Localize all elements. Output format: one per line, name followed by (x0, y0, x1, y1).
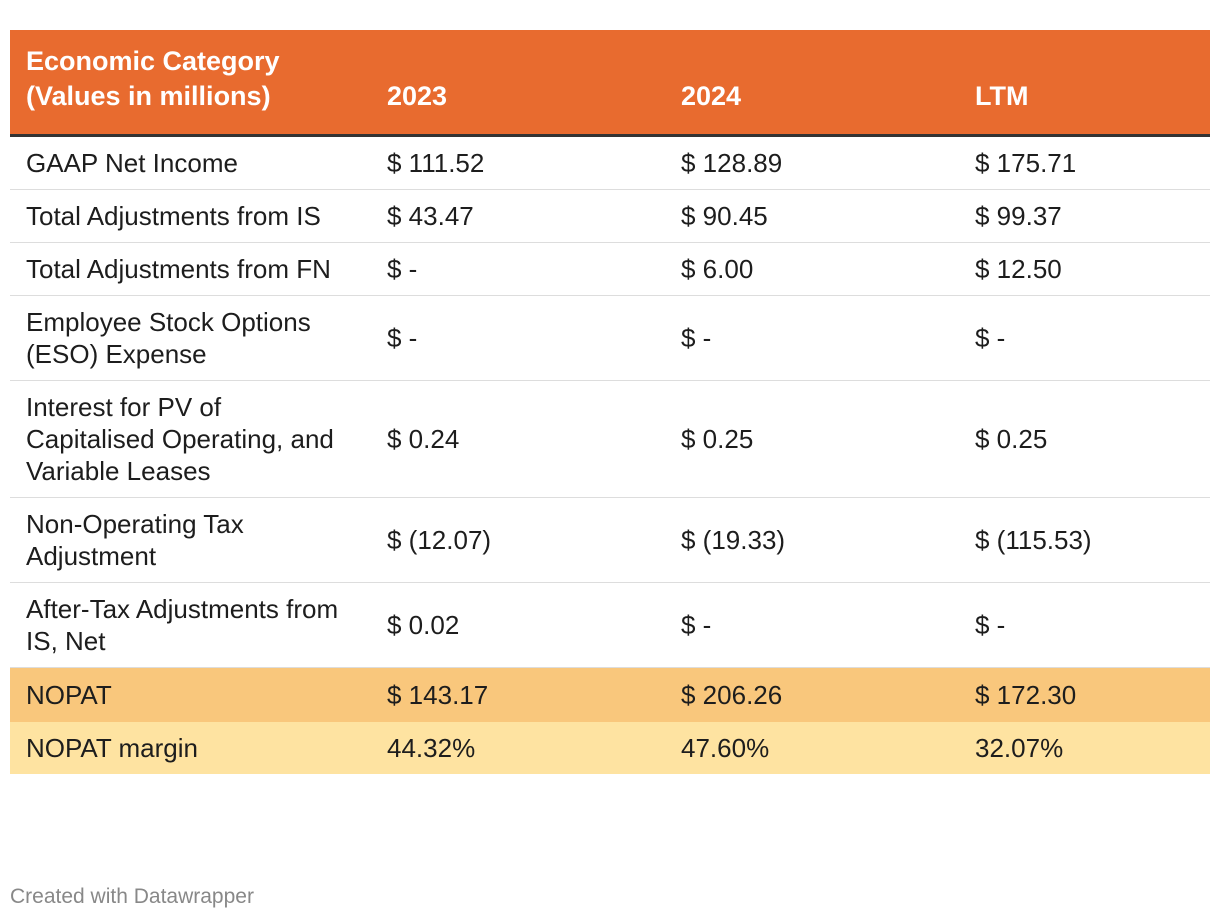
cell-ltm: $ 0.25 (959, 380, 1210, 498)
cell-2024: $ 128.89 (665, 135, 959, 190)
table-row: Total Adjustments from IS $ 43.47 $ 90.4… (10, 189, 1210, 243)
data-table-container: Economic Category (Values in millions) 2… (10, 30, 1210, 774)
cell-2023: 44.32% (371, 722, 665, 774)
cell-2023: $ (12.07) (371, 497, 665, 583)
table-row: GAAP Net Income $ 111.52 $ 128.89 $ 175.… (10, 135, 1210, 190)
cell-2024: 47.60% (665, 722, 959, 774)
row-label: Non-Operating Tax Adjustment (10, 497, 371, 583)
cell-2023: $ 0.02 (371, 582, 665, 668)
cell-ltm: $ 99.37 (959, 189, 1210, 243)
cell-2023: $ - (371, 295, 665, 381)
row-label: GAAP Net Income (10, 135, 371, 190)
header-category: Economic Category (Values in millions) (10, 30, 371, 137)
economic-data-table: Economic Category (Values in millions) 2… (10, 30, 1210, 774)
header-category-line2: (Values in millions) (26, 81, 271, 111)
cell-ltm: 32.07% (959, 722, 1210, 774)
row-label: Interest for PV of Capitalised Operating… (10, 380, 371, 498)
header-ltm: LTM (959, 30, 1210, 137)
datawrapper-credit: Created with Datawrapper (10, 885, 254, 908)
cell-2023: $ - (371, 242, 665, 296)
nopat-row: NOPAT $ 143.17 $ 206.26 $ 172.30 (10, 667, 1210, 722)
cell-2024: $ - (665, 295, 959, 381)
row-label: NOPAT margin (10, 722, 371, 774)
cell-2024: $ - (665, 582, 959, 668)
table-row: After-Tax Adjustments from IS, Net $ 0.0… (10, 582, 1210, 668)
table-row: Non-Operating Tax Adjustment $ (12.07) $… (10, 497, 1210, 583)
cell-2024: $ (19.33) (665, 497, 959, 583)
cell-ltm: $ 172.30 (959, 667, 1210, 722)
cell-2023: $ 143.17 (371, 667, 665, 722)
cell-ltm: $ - (959, 295, 1210, 381)
header-2023: 2023 (371, 30, 665, 137)
nopat-margin-row: NOPAT margin 44.32% 47.60% 32.07% (10, 722, 1210, 774)
table-row: Interest for PV of Capitalised Operating… (10, 380, 1210, 498)
cell-ltm: $ 12.50 (959, 242, 1210, 296)
table-row: Employee Stock Options (ESO) Expense $ -… (10, 295, 1210, 381)
cell-2023: $ 111.52 (371, 135, 665, 190)
cell-ltm: $ 175.71 (959, 135, 1210, 190)
cell-2023: $ 0.24 (371, 380, 665, 498)
cell-ltm: $ (115.53) (959, 497, 1210, 583)
row-label: Employee Stock Options (ESO) Expense (10, 295, 371, 381)
cell-2024: $ 6.00 (665, 242, 959, 296)
table-row: Total Adjustments from FN $ - $ 6.00 $ 1… (10, 242, 1210, 296)
cell-2024: $ 90.45 (665, 189, 959, 243)
header-2024: 2024 (665, 30, 959, 137)
cell-2024: $ 0.25 (665, 380, 959, 498)
cell-2023: $ 43.47 (371, 189, 665, 243)
row-label: Total Adjustments from IS (10, 189, 371, 243)
row-label: After-Tax Adjustments from IS, Net (10, 582, 371, 668)
header-category-line1: Economic Category (26, 46, 280, 76)
row-label: NOPAT (10, 667, 371, 722)
cell-2024: $ 206.26 (665, 667, 959, 722)
row-label: Total Adjustments from FN (10, 242, 371, 296)
header-row: Economic Category (Values in millions) 2… (10, 30, 1210, 137)
cell-ltm: $ - (959, 582, 1210, 668)
